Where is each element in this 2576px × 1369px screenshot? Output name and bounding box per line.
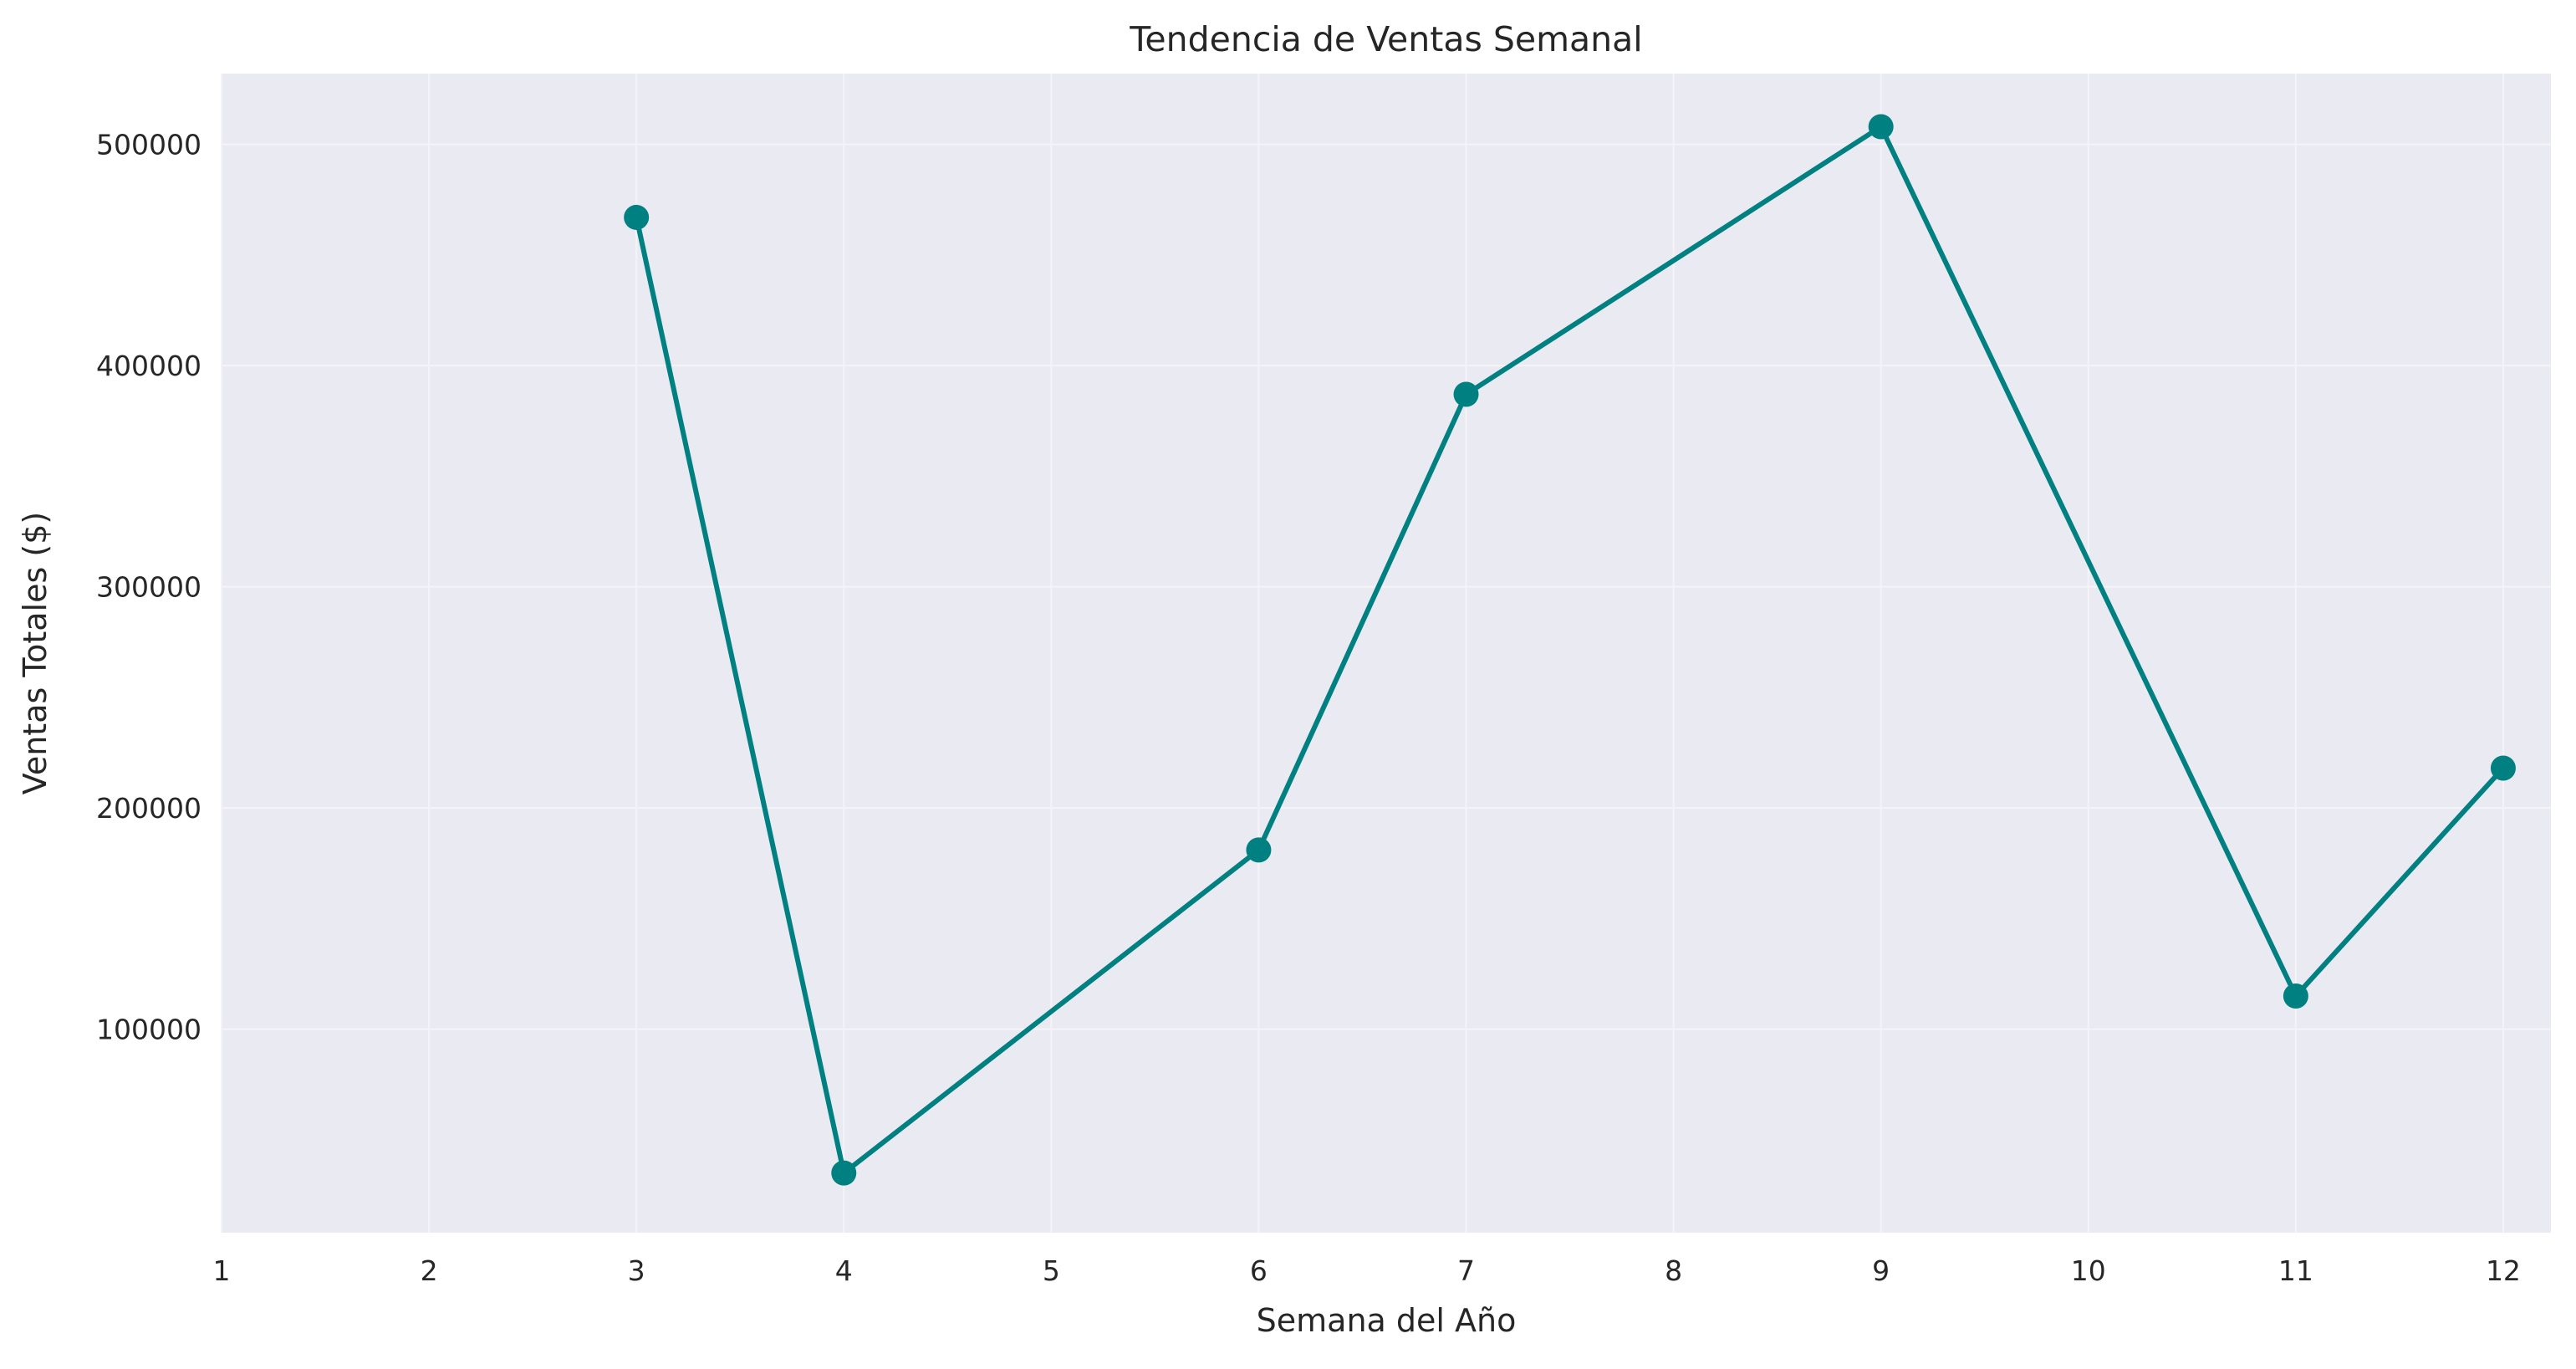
x-tick-label: 7	[1457, 1254, 1475, 1287]
data-point	[831, 1160, 857, 1186]
data-point	[1453, 381, 1479, 407]
x-tick-label: 6	[1250, 1254, 1268, 1287]
y-tick-label: 200000	[96, 792, 201, 825]
x-tick-label: 8	[1665, 1254, 1682, 1287]
y-tick-labels: 100000 200000 300000 400000 500000	[96, 129, 201, 1046]
x-tick-label: 10	[2071, 1254, 2106, 1287]
chart-title: Tendencia de Ventas Semanal	[1129, 19, 1642, 59]
plot-area	[222, 74, 2551, 1233]
y-tick-label: 100000	[96, 1014, 201, 1046]
x-tick-label: 9	[1872, 1254, 1890, 1287]
data-point	[1868, 114, 1894, 140]
x-tick-label: 2	[421, 1254, 438, 1287]
x-tick-label: 12	[2486, 1254, 2521, 1287]
x-tick-label: 4	[835, 1254, 853, 1287]
x-tick-labels: 1 2 3 4 5 6 7 8 9 10 11 12	[213, 1254, 2521, 1287]
data-point	[1246, 837, 1272, 863]
data-point	[624, 204, 650, 230]
data-point	[2490, 755, 2516, 781]
y-tick-label: 300000	[96, 571, 201, 604]
series-layer	[624, 114, 2516, 1186]
y-tick-label: 400000	[96, 350, 201, 382]
data-point	[2283, 983, 2308, 1009]
x-tick-label: 3	[628, 1254, 645, 1287]
x-tick-label: 5	[1043, 1254, 1060, 1287]
y-axis-label: Ventas Totales ($)	[17, 512, 54, 794]
x-tick-label: 1	[213, 1254, 231, 1287]
x-axis-label: Semana del Año	[1257, 1302, 1517, 1339]
y-tick-label: 500000	[96, 129, 201, 161]
grid	[221, 74, 2551, 1233]
x-tick-label: 11	[2278, 1254, 2313, 1287]
